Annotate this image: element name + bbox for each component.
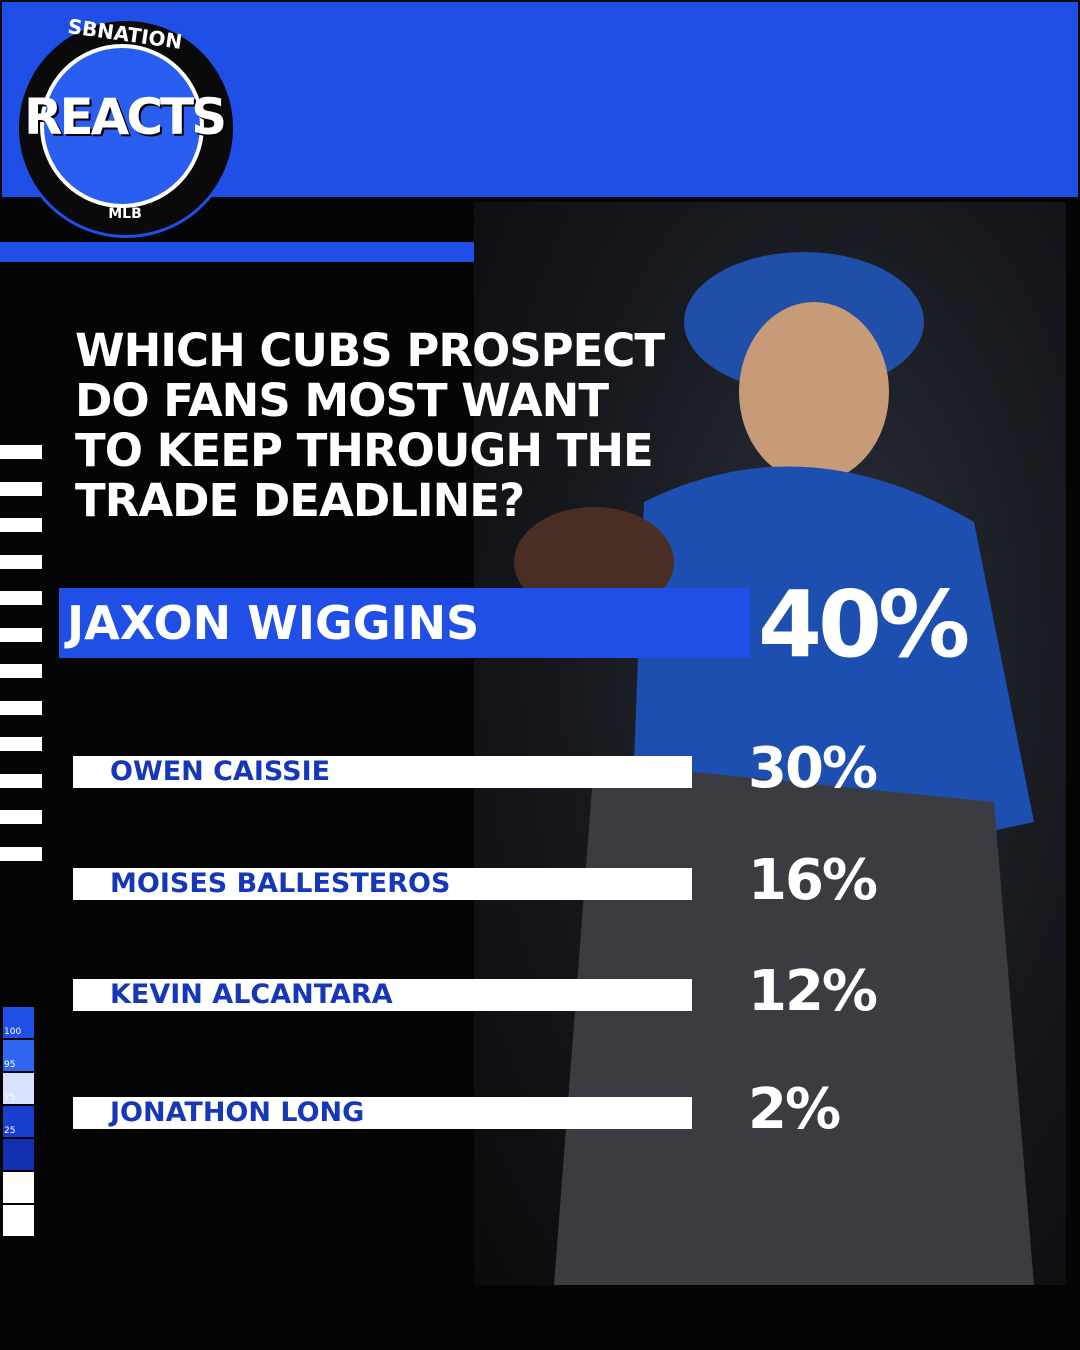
stripe xyxy=(0,737,42,751)
result-percent: 2% xyxy=(748,1077,841,1142)
result-name: JAXON WIGGINS xyxy=(67,596,480,650)
scale-swatch xyxy=(3,1205,34,1236)
scale-swatch xyxy=(3,1139,34,1170)
stripe xyxy=(0,700,42,715)
result-bar xyxy=(73,1097,692,1129)
leader-bar xyxy=(59,588,750,658)
scale-swatch xyxy=(3,1040,34,1071)
scale-swatch xyxy=(3,1073,34,1104)
result-bar xyxy=(73,979,692,1011)
stripe xyxy=(0,518,42,532)
question: WHICH CUBS PROSPECT DO FANS MOST WANT TO… xyxy=(75,324,665,527)
scale-label: 95 xyxy=(4,1060,16,1070)
result-percent: 40% xyxy=(758,571,970,678)
scale-swatch xyxy=(3,1172,34,1203)
logo-ring xyxy=(40,44,204,208)
stripe xyxy=(0,773,42,788)
stripe xyxy=(0,481,42,496)
result-percent: 12% xyxy=(748,959,878,1024)
result-name: KEVIN ALCANTARA xyxy=(110,979,393,1010)
scale-label: 25 xyxy=(4,1126,16,1136)
scale-swatch xyxy=(3,1007,34,1038)
scale-label: 100 xyxy=(4,1027,22,1037)
result-name: OWEN CAISSIE xyxy=(110,756,331,787)
logo-title: REACTS xyxy=(24,88,227,146)
stripe xyxy=(0,664,42,678)
result-name: JONATHON LONG xyxy=(110,1097,365,1128)
stripe xyxy=(0,554,42,569)
scale-swatch xyxy=(3,1106,34,1137)
result-name: MOISES BALLESTEROS xyxy=(110,868,451,899)
stripe xyxy=(0,591,42,605)
stripe xyxy=(0,810,42,824)
result-percent: 16% xyxy=(748,848,878,913)
result-percent: 30% xyxy=(748,736,878,801)
logo-league: MLB xyxy=(108,206,142,222)
stripe xyxy=(0,846,42,861)
accent-line xyxy=(0,242,474,262)
stripe xyxy=(0,627,42,642)
result-bar xyxy=(73,756,692,788)
result-bar xyxy=(73,868,692,900)
stripe xyxy=(0,445,42,459)
scale-label: 75 xyxy=(4,1093,16,1103)
